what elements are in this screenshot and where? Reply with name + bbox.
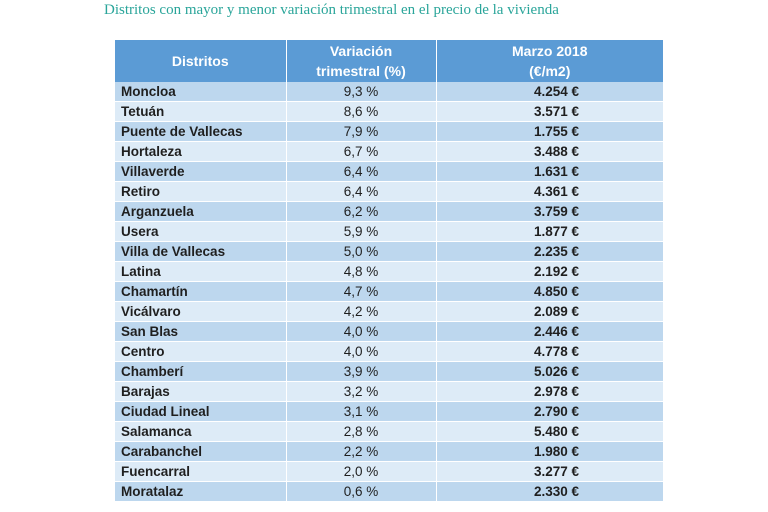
price-cell: 1.755 € <box>436 121 663 142</box>
variation-cell: 4,2 % <box>286 301 437 322</box>
table-row: Puente de Vallecas 7,9 % 1.755 € <box>115 121 663 142</box>
price-cell: 2.089 € <box>436 301 663 322</box>
variation-cell: 6,4 % <box>286 181 437 202</box>
district-cell: Chamberí <box>115 361 287 382</box>
variation-cell: 3,1 % <box>286 401 437 422</box>
district-cell: Arganzuela <box>115 201 287 222</box>
table-row: Tetuán 8,6 % 3.571 € <box>115 101 663 122</box>
table-row: Retiro 6,4 % 4.361 € <box>115 181 663 202</box>
district-cell: Villa de Vallecas <box>115 241 287 262</box>
table-row: Centro 4,0 % 4.778 € <box>115 341 663 362</box>
variation-cell: 7,9 % <box>286 121 437 142</box>
variation-cell: 2,8 % <box>286 421 437 442</box>
price-cell: 3.571 € <box>436 101 663 122</box>
table-row: Chamartín 4,7 % 4.850 € <box>115 281 663 302</box>
table-row: Salamanca 2,8 % 5.480 € <box>115 421 663 442</box>
table-row: Vicálvaro 4,2 % 2.089 € <box>115 301 663 322</box>
table-row: Latina 4,8 % 2.192 € <box>115 261 663 282</box>
price-cell: 2.330 € <box>436 481 663 502</box>
price-cell: 5.026 € <box>436 361 663 382</box>
district-cell: Chamartín <box>115 281 287 302</box>
header-variation-line2: trimestral (%) <box>316 63 406 79</box>
price-cell: 4.850 € <box>436 281 663 302</box>
district-cell: Tetuán <box>115 101 287 122</box>
variation-cell: 2,2 % <box>286 441 437 462</box>
table-row: Fuencarral 2,0 % 3.277 € <box>115 461 663 482</box>
table-row: Villaverde 6,4 % 1.631 € <box>115 161 663 182</box>
variation-cell: 4,0 % <box>286 341 437 362</box>
price-cell: 1.980 € <box>436 441 663 462</box>
district-cell: Hortaleza <box>115 141 287 162</box>
variation-cell: 5,0 % <box>286 241 437 262</box>
district-cell: Fuencarral <box>115 461 287 482</box>
header-variation-line1: Variación <box>329 43 393 59</box>
table-row: Moratalaz 0,6 % 2.330 € <box>115 481 663 502</box>
table-row: Moncloa 9,3 % 4.254 € <box>115 82 663 102</box>
table-row: Ciudad Lineal 3,1 % 2.790 € <box>115 401 663 422</box>
table-row: Usera 5,9 % 1.877 € <box>115 221 663 242</box>
table-row: Barajas 3,2 % 2.978 € <box>115 381 663 402</box>
table-row: San Blas 4,0 % 2.446 € <box>115 321 663 342</box>
variation-cell: 9,3 % <box>286 82 437 102</box>
table-row: Chamberí 3,9 % 5.026 € <box>115 361 663 382</box>
table-row: Hortaleza 6,7 % 3.488 € <box>115 141 663 162</box>
district-cell: Salamanca <box>115 421 287 442</box>
price-cell: 1.877 € <box>436 221 663 242</box>
variation-cell: 0,6 % <box>286 481 437 502</box>
district-cell: Puente de Vallecas <box>115 121 287 142</box>
price-cell: 2.978 € <box>436 381 663 402</box>
price-cell: 4.361 € <box>436 181 663 202</box>
variation-cell: 4,0 % <box>286 321 437 342</box>
district-cell: Carabanchel <box>115 441 287 462</box>
district-cell: Villaverde <box>115 161 287 182</box>
variation-cell: 6,2 % <box>286 201 437 222</box>
price-cell: 1.631 € <box>436 161 663 182</box>
variation-cell: 5,9 % <box>286 221 437 242</box>
table-row: Carabanchel 2,2 % 1.980 € <box>115 441 663 462</box>
price-cell: 5.480 € <box>436 421 663 442</box>
price-cell: 2.192 € <box>436 261 663 282</box>
variation-cell: 6,7 % <box>286 141 437 162</box>
header-price-line2: (€/m2) <box>529 63 571 79</box>
table-row: Arganzuela 6,2 % 3.759 € <box>115 201 663 222</box>
district-cell: Ciudad Lineal <box>115 401 287 422</box>
header-districts: Distritos <box>115 40 287 82</box>
table-row: Villa de Vallecas 5,0 % 2.235 € <box>115 241 663 262</box>
variation-cell: 6,4 % <box>286 161 437 182</box>
district-cell: Retiro <box>115 181 287 202</box>
variation-cell: 3,9 % <box>286 361 437 382</box>
price-cell: 2.446 € <box>436 321 663 342</box>
district-cell: Moncloa <box>115 82 287 102</box>
price-cell: 2.235 € <box>436 241 663 262</box>
header-price: Marzo 2018 (€/m2) <box>436 40 663 82</box>
table-header: Distritos Variación trimestral (%) Marzo… <box>115 40 663 82</box>
price-cell: 3.488 € <box>436 141 663 162</box>
price-cell: 3.759 € <box>436 201 663 222</box>
variation-cell: 2,0 % <box>286 461 437 482</box>
table-body: Moncloa 9,3 % 4.254 € Tetuán 8,6 % 3.571 € Pue… <box>115 82 663 502</box>
price-cell: 4.778 € <box>436 341 663 362</box>
district-cell: Latina <box>115 261 287 282</box>
variation-cell: 4,7 % <box>286 281 437 302</box>
price-cell: 2.790 € <box>436 401 663 422</box>
district-cell: Moratalaz <box>115 481 287 502</box>
variation-cell: 3,2 % <box>286 381 437 402</box>
header-districts-label: Distritos <box>171 53 229 69</box>
district-cell: Barajas <box>115 381 287 402</box>
district-cell: San Blas <box>115 321 287 342</box>
price-cell: 4.254 € <box>436 82 663 102</box>
table-title: Distritos con mayor y menor variación tr… <box>104 2 559 18</box>
district-cell: Usera <box>115 221 287 242</box>
district-cell: Centro <box>115 341 287 362</box>
header-price-line1: Marzo 2018 <box>512 43 588 59</box>
variation-cell: 8,6 % <box>286 101 437 122</box>
variation-cell: 4,8 % <box>286 261 437 282</box>
district-cell: Vicálvaro <box>115 301 287 322</box>
header-row: Distritos Variación trimestral (%) Marzo… <box>115 40 663 82</box>
header-variation: Variación trimestral (%) <box>286 40 437 82</box>
price-cell: 3.277 € <box>436 461 663 482</box>
districts-table: Distritos Variación trimestral (%) Marzo… <box>115 40 663 502</box>
